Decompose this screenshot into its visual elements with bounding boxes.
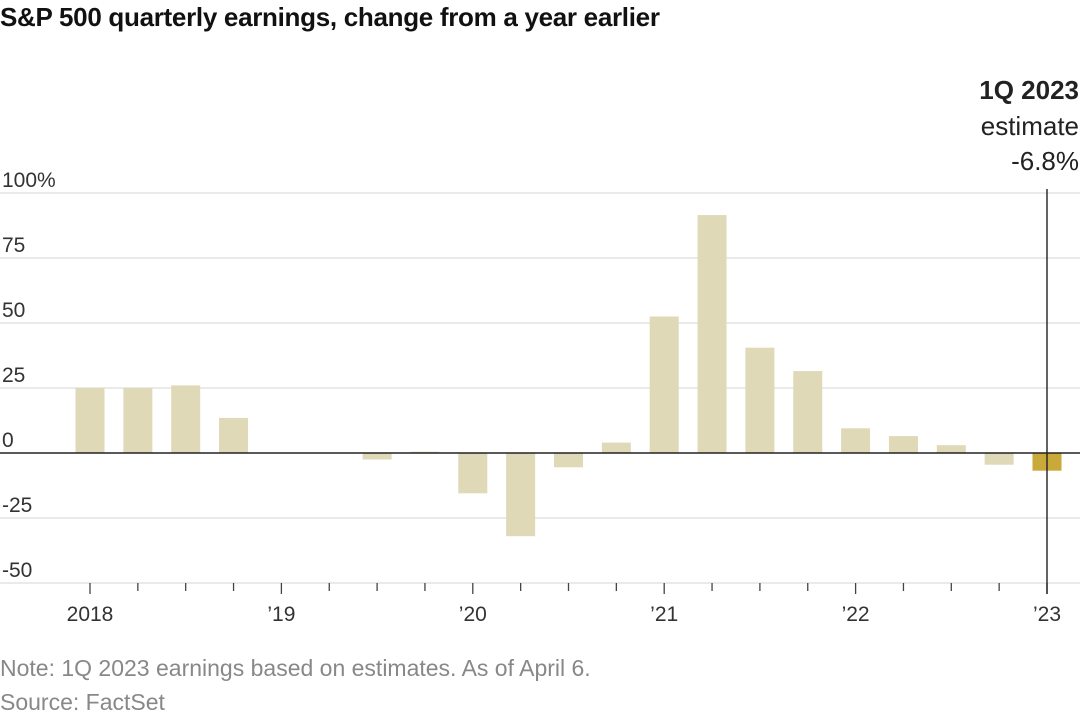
gridlines xyxy=(0,192,1080,584)
bar-3q-2020 xyxy=(554,453,583,468)
bar-2q-2022 xyxy=(888,436,918,453)
chart-source: Source: FactSet xyxy=(0,689,165,715)
estimate-label-period: 1Q 2023 xyxy=(979,75,1079,105)
y-tick-label: 0 xyxy=(2,429,14,452)
chart-title: S&P 500 quarterly earnings, change from … xyxy=(0,2,660,32)
chart-note: Note: 1Q 2023 earnings based on estimate… xyxy=(0,655,591,681)
bar-3q-2021 xyxy=(745,347,775,453)
x-tick-label: ’19 xyxy=(267,603,295,626)
bar-3q-2018 xyxy=(171,385,201,453)
bar-3q-2022 xyxy=(936,445,966,453)
y-tick-label: -25 xyxy=(2,494,32,517)
x-tick-label: 2018 xyxy=(67,603,114,626)
bar-1q-2020 xyxy=(458,453,488,494)
bar-3q-2019 xyxy=(362,453,392,460)
bar-chart: 100% 75 50 25 0 -25 -50 2018 ’19 ’20 ’21 ’22 ’23 1Q… xyxy=(0,75,1080,626)
bar-1q-2021 xyxy=(649,316,679,453)
y-tick-label: 100% xyxy=(2,169,56,192)
bar-1q-2018 xyxy=(75,388,105,453)
bar-4q-2020 xyxy=(601,442,631,453)
bar-2q-2020 xyxy=(506,453,536,537)
estimate-label-value: -6.8% xyxy=(1011,146,1079,176)
bar-1q-2022 xyxy=(841,428,871,453)
bars xyxy=(75,215,1062,537)
estimate-label-text: estimate xyxy=(981,111,1079,141)
x-tick-label: ’21 xyxy=(650,603,678,626)
bar-4q-2021 xyxy=(793,371,823,453)
bar-2q-2018 xyxy=(123,388,153,453)
x-tick-label: ’23 xyxy=(1033,603,1061,626)
y-tick-label: -50 xyxy=(2,559,32,582)
bar-4q-2022 xyxy=(984,453,1014,465)
x-tick-label: ’20 xyxy=(459,603,487,626)
bar-4q-2018 xyxy=(219,417,249,453)
y-axis-ticks: 100% 75 50 25 0 -25 -50 xyxy=(2,169,56,582)
x-tick-label: ’22 xyxy=(842,603,870,626)
y-tick-label: 75 xyxy=(2,234,25,257)
y-tick-label: 25 xyxy=(2,364,25,387)
x-axis-ticks: 2018 ’19 ’20 ’21 ’22 ’23 xyxy=(67,583,1061,626)
y-tick-label: 50 xyxy=(2,299,25,322)
bar-2q-2021 xyxy=(697,215,727,453)
